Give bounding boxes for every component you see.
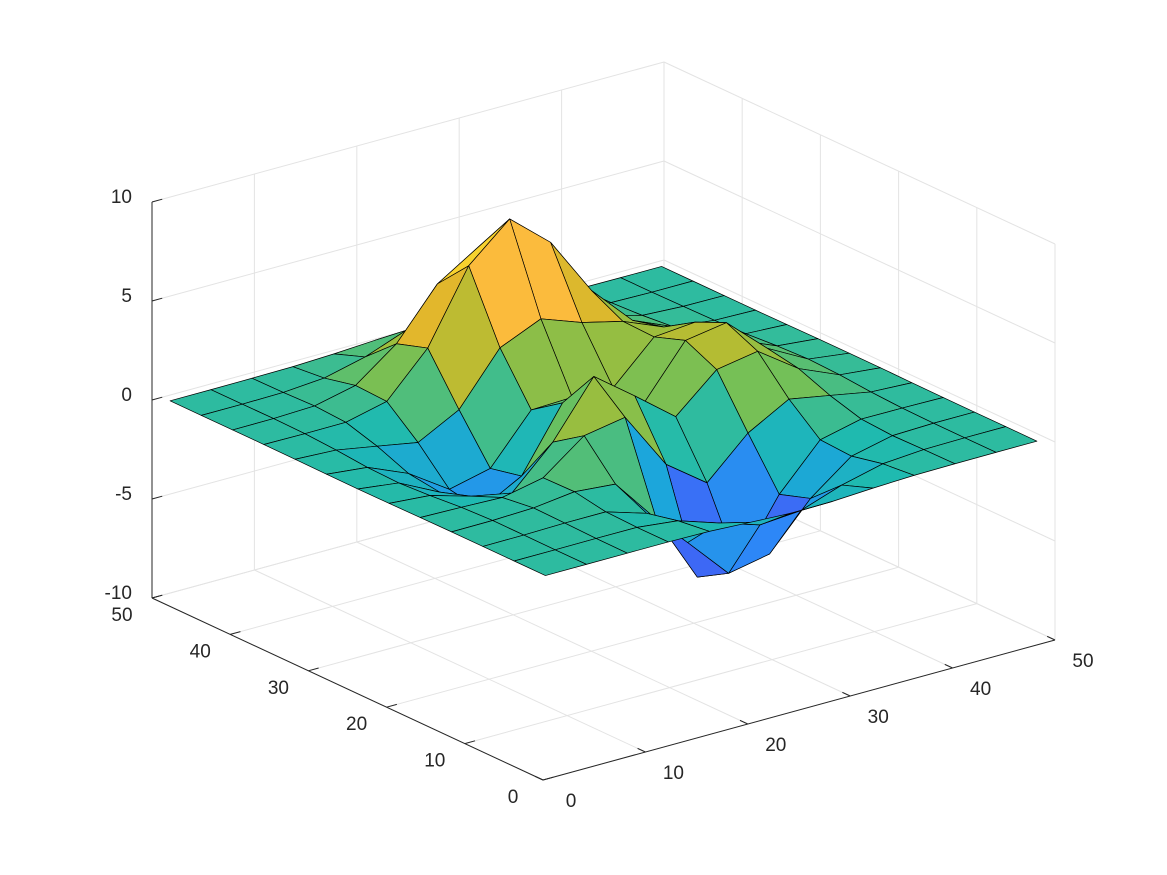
y-tick-label: 30 [268, 678, 289, 699]
y-tick-label: 50 [111, 605, 132, 626]
x-tick [739, 719, 749, 725]
y-tick [464, 740, 476, 745]
z-tick-label: -5 [115, 484, 132, 505]
x-tick [1046, 635, 1056, 641]
x-tick-label: 30 [868, 707, 889, 728]
y-tick [386, 703, 397, 708]
y-axis [151, 597, 544, 781]
x-axis [542, 639, 1056, 781]
y-tick [230, 631, 241, 635]
z-tick-label: 10 [111, 187, 132, 208]
grid-line [254, 569, 646, 753]
x-tick-label: 0 [566, 791, 577, 812]
grid-line [386, 566, 899, 708]
z-tick [151, 198, 163, 203]
z-tick [151, 495, 163, 500]
grid-line [151, 61, 665, 203]
x-tick-label: 40 [970, 679, 991, 700]
y-tick [542, 776, 554, 781]
x-tick [534, 775, 544, 781]
grid-line [151, 160, 665, 302]
z-tick [151, 396, 163, 401]
y-tick-label: 0 [508, 787, 519, 808]
z-tick [151, 297, 163, 302]
x-tick-label: 10 [663, 763, 684, 784]
z-tick-label: -10 [105, 583, 132, 604]
y-tick-label: 40 [190, 641, 211, 662]
y-tick [308, 667, 319, 672]
z-tick [151, 594, 163, 599]
grid-line [464, 603, 977, 745]
grid-line [356, 541, 749, 725]
grid-line [663, 259, 1056, 443]
x-tick-label: 50 [1072, 651, 1093, 672]
y-tick-label: 20 [346, 714, 367, 735]
x-tick-label: 20 [765, 735, 786, 756]
grid-line [663, 160, 1056, 344]
z-tick-label: 5 [121, 286, 132, 307]
z-tick-label: 0 [121, 385, 132, 406]
x-tick [944, 663, 953, 669]
x-tick [637, 747, 646, 753]
x-tick [842, 691, 851, 697]
grid-line [663, 61, 1056, 245]
surface-patch [513, 549, 587, 576]
y-tick-label: 10 [424, 751, 445, 772]
